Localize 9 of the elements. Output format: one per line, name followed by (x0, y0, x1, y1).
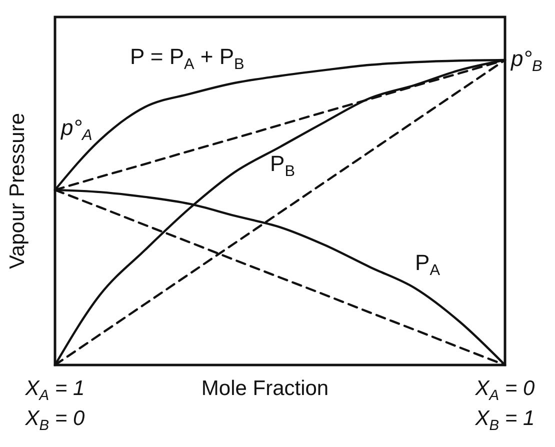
y-axis-title: Vapour Pressure (6, 112, 29, 270)
annotation: p°$_{A}$ (60, 114, 92, 144)
series-label: P = P$_{A}$ + P$_{B}$ (130, 44, 244, 72)
annotation: p°$_{B}$ (510, 46, 542, 75)
series-label: P$_{B}$ (270, 150, 295, 180)
x-tick-label: X$_{A}$ = 1 X$_{B}$ = 0 (24, 377, 86, 434)
series-label: P$_{A}$ (415, 250, 441, 279)
x-tick-label: X$_{A}$ = 0 X$_{B}$ = 1 (474, 377, 536, 434)
x-axis-title: Mole Fraction (201, 377, 329, 400)
